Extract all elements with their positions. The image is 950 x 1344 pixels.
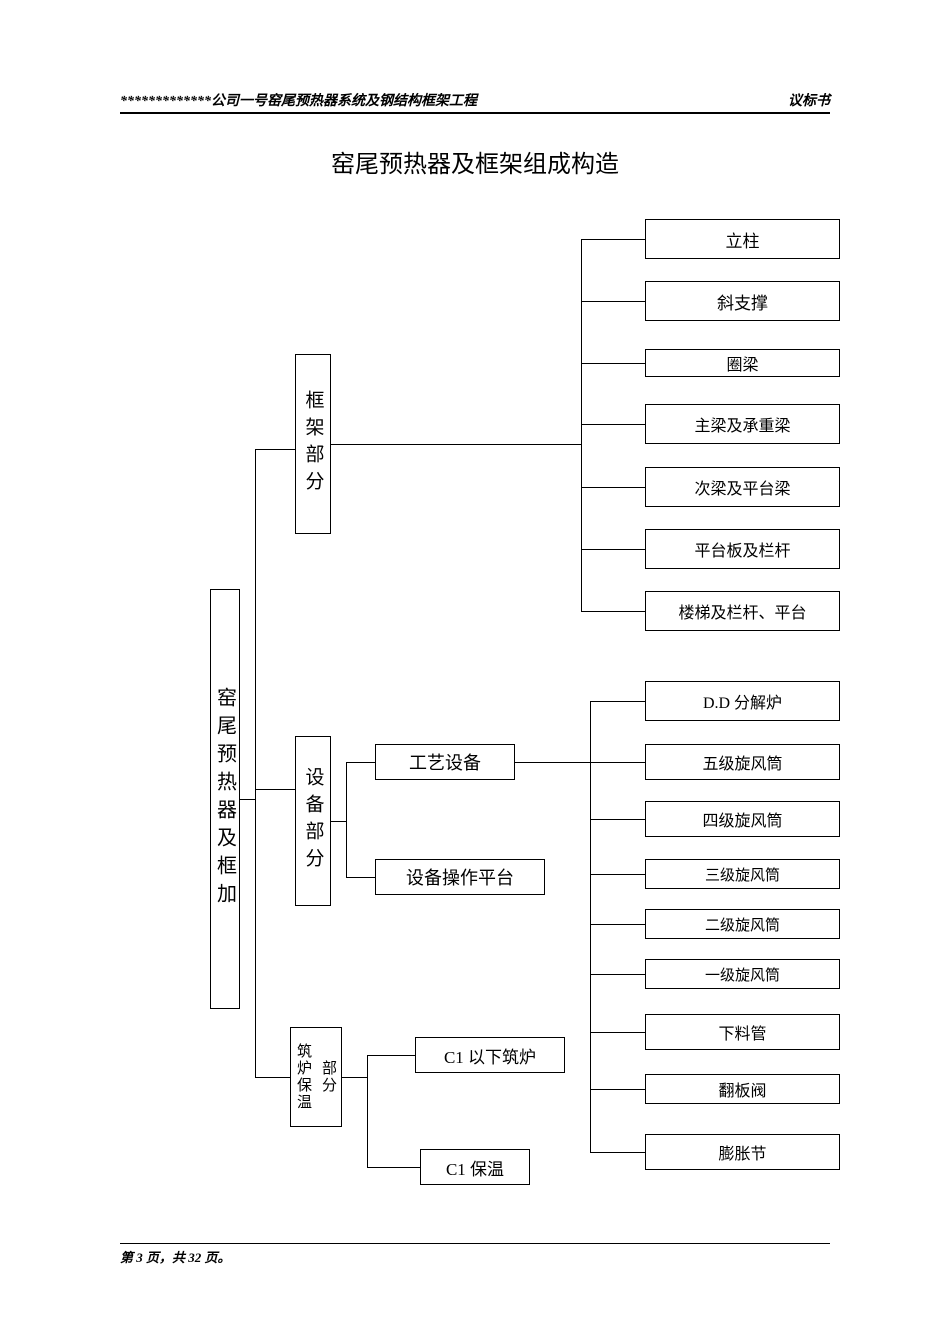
mid-sbcz: 设备操作平台 <box>375 859 545 895</box>
connector-v <box>367 1055 368 1167</box>
header-left: *************公司一号窑尾预热器系统及钢结构框架工程 <box>120 90 477 110</box>
connector-v <box>581 239 582 611</box>
leaf-12: 一级旋风筒 <box>645 959 840 989</box>
connector-v <box>590 701 591 1152</box>
connector-h <box>346 762 375 763</box>
mid-gysb: 工艺设备 <box>375 744 515 780</box>
connector-h <box>590 762 645 763</box>
connector-h <box>590 819 645 820</box>
connector-h <box>342 1077 367 1078</box>
connector-h <box>331 821 346 822</box>
connector-h <box>255 1077 290 1078</box>
connector-h <box>367 1055 415 1056</box>
connector-h <box>367 1167 420 1168</box>
tree-diagram: 窑尾预热器及框加 框架部分设备部分筑炉保温部分 工艺设备设备操作平台 C1 以下筑炉 C… <box>120 219 830 1219</box>
connector-h <box>515 762 590 763</box>
connector-h <box>581 239 645 240</box>
connector-h <box>581 363 645 364</box>
connector-h <box>255 449 295 450</box>
connector-h <box>581 549 645 550</box>
leaf-6: 楼梯及栏杆、平台 <box>645 591 840 631</box>
leaf-4: 次梁及平台梁 <box>645 467 840 507</box>
connector-h <box>590 1089 645 1090</box>
connector-h <box>590 1152 645 1153</box>
root-node: 窑尾预热器及框加 <box>210 589 240 1009</box>
connector-h <box>331 444 581 445</box>
leaf-3: 主梁及承重梁 <box>645 404 840 444</box>
leaf-8: 五级旋风筒 <box>645 744 840 780</box>
connector-h <box>590 924 645 925</box>
leaf-11: 二级旋风筒 <box>645 909 840 939</box>
leaf-13: 下料管 <box>645 1014 840 1050</box>
page-header: *************公司一号窑尾预热器系统及钢结构框架工程 议标书 <box>120 90 830 114</box>
mid-c1zl: C1 以下筑炉 <box>415 1037 565 1073</box>
connector-h <box>346 877 375 878</box>
connector-h <box>581 487 645 488</box>
diagram-title: 窑尾预热器及框架组成构造 <box>120 144 830 179</box>
leaf-7: D.D 分解炉 <box>645 681 840 721</box>
leaf-0: 立柱 <box>645 219 840 259</box>
connector-v <box>255 449 256 1077</box>
connector-h <box>590 974 645 975</box>
connector-h <box>581 424 645 425</box>
mid-c1bw: C1 保温 <box>420 1149 530 1185</box>
leaf-2: 圈梁 <box>645 349 840 377</box>
connector-h <box>581 301 645 302</box>
connector-h <box>590 1032 645 1033</box>
level2-furnace: 筑炉保温部分 <box>290 1027 342 1127</box>
connector-h <box>581 611 645 612</box>
leaf-5: 平台板及栏杆 <box>645 529 840 569</box>
leaf-9: 四级旋风筒 <box>645 801 840 837</box>
leaf-1: 斜支撑 <box>645 281 840 321</box>
connector-h <box>240 799 255 800</box>
leaf-15: 膨胀节 <box>645 1134 840 1170</box>
leaf-10: 三级旋风筒 <box>645 859 840 889</box>
level2-equip: 设备部分 <box>295 736 331 906</box>
header-right: 议标书 <box>788 90 830 110</box>
connector-h <box>590 701 645 702</box>
connector-h <box>590 874 645 875</box>
connector-v <box>346 762 347 877</box>
footer-divider <box>120 1243 830 1244</box>
leaf-14: 翻板阀 <box>645 1074 840 1104</box>
page-number: 第 3 页，共 32 页。 <box>120 1247 231 1266</box>
connector-h <box>255 789 295 790</box>
level2-frame: 框架部分 <box>295 354 331 534</box>
